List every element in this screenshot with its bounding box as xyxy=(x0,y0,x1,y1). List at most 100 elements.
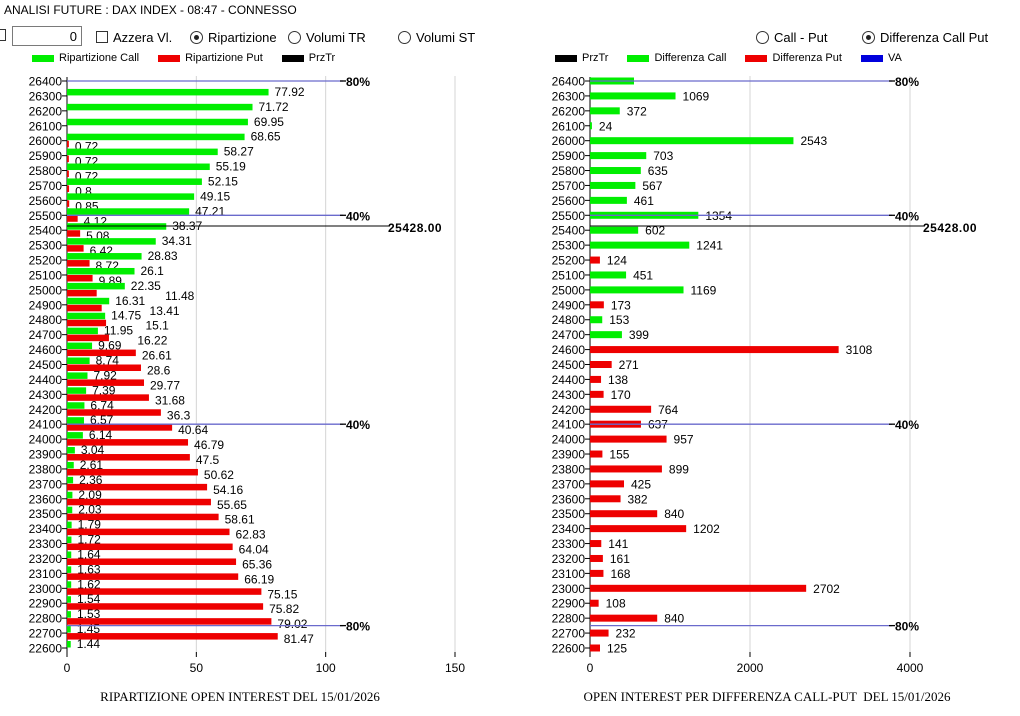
radio-ripartizione[interactable]: Ripartizione xyxy=(190,29,277,45)
right-chart-title: OPEN INTEREST PER DIFFERENZA CALL-PUT DE… xyxy=(583,689,951,704)
number-input[interactable] xyxy=(12,26,82,46)
bar-put xyxy=(67,379,145,386)
bar-value-label-put: 66.19 xyxy=(244,572,274,586)
bar-put xyxy=(590,525,687,533)
bar-put xyxy=(590,346,839,354)
bar-put xyxy=(590,465,662,473)
y-tick-label: 23400 xyxy=(552,522,586,536)
y-tick-label: 24200 xyxy=(552,403,586,417)
bar-value-label-call: 8.74 xyxy=(96,354,120,368)
y-tick-label: 25600 xyxy=(29,194,63,208)
bar-call xyxy=(590,316,603,324)
bar-call xyxy=(590,226,639,234)
y-tick-label: 23000 xyxy=(552,582,586,596)
bar-value-label-put: 75.82 xyxy=(269,602,299,616)
bar-put xyxy=(67,364,141,371)
bar-call xyxy=(67,253,142,260)
bar-value-label-call: 1.44 xyxy=(77,637,101,651)
bar-put xyxy=(67,274,93,282)
bar-value-label-put: 11.48 xyxy=(165,289,194,303)
y-tick-label: 25900 xyxy=(29,149,63,163)
window-title: ANALISI FUTURE : DAX INDEX - 08:47 - CON… xyxy=(4,3,297,17)
radio-button[interactable] xyxy=(288,30,301,44)
bar-value-label: 138 xyxy=(608,373,628,387)
y-tick-label: 24200 xyxy=(29,403,63,417)
bar-value-label: 399 xyxy=(629,328,649,342)
bar-put xyxy=(67,170,69,178)
bar-value-label-call: 49.15 xyxy=(200,189,230,203)
y-tick-label: 23900 xyxy=(29,448,63,462)
y-tick-label: 25200 xyxy=(29,254,63,268)
bar-value-label: 2702 xyxy=(813,582,840,596)
legend-label: PrzTr xyxy=(582,52,609,64)
level-label: 80% xyxy=(895,620,919,634)
bar-value-label: 425 xyxy=(631,477,651,491)
bar-put xyxy=(590,510,658,518)
legend-swatch-przTr xyxy=(281,54,304,62)
y-tick-label: 26000 xyxy=(29,134,63,148)
radio-button[interactable] xyxy=(756,30,769,44)
legend-swatch-call xyxy=(627,54,650,62)
y-tick-label: 25400 xyxy=(29,224,63,238)
bar-value-label-put: 16.22 xyxy=(137,334,167,348)
bar-put xyxy=(67,573,239,580)
y-tick-label: 25200 xyxy=(552,254,586,268)
bar-call xyxy=(67,133,245,141)
bar-put xyxy=(67,603,264,610)
bar-call xyxy=(67,491,73,499)
bar-call xyxy=(67,342,93,350)
bar-call xyxy=(67,148,218,156)
bar-value-label: 141 xyxy=(608,537,628,551)
bar-put xyxy=(590,540,602,548)
y-tick-label: 26400 xyxy=(29,75,63,89)
bar-value-label-put: 50.62 xyxy=(204,468,234,482)
checkbox-box[interactable] xyxy=(96,31,108,43)
y-tick-label: 23900 xyxy=(552,448,586,462)
bar-value-label-call: 1.63 xyxy=(77,562,101,576)
bar-value-label: 170 xyxy=(611,388,631,402)
bar-value-label: 1202 xyxy=(693,522,720,536)
y-tick-label: 22700 xyxy=(552,627,586,641)
bar-call xyxy=(67,178,202,185)
x-tick-label: 4000 xyxy=(897,661,924,675)
bar-value-label-call: 1.64 xyxy=(77,547,101,561)
legend-right: PrzTr Differenza Call Differenza Put VA xyxy=(555,52,902,64)
y-tick-label: 22600 xyxy=(552,642,586,656)
radio-button[interactable] xyxy=(398,30,411,44)
bar-value-label-call: 77.92 xyxy=(275,85,305,99)
y-tick-label: 22900 xyxy=(29,597,63,611)
legend-swatch-call xyxy=(32,54,54,62)
bar-put xyxy=(67,334,109,342)
bar-put xyxy=(590,629,609,637)
bar-put xyxy=(67,618,272,625)
checkbox-partial[interactable] xyxy=(0,29,6,41)
bar-value-label: 899 xyxy=(669,462,689,476)
radio-label: Call - Put xyxy=(774,29,828,45)
bar-value-label: 153 xyxy=(609,313,629,327)
y-tick-label: 22800 xyxy=(552,612,586,626)
bar-value-label: 1069 xyxy=(683,89,710,103)
legend-swatch-put xyxy=(745,54,768,62)
y-tick-label: 25100 xyxy=(552,268,586,282)
legend-swatch-put xyxy=(158,54,181,62)
bar-value-label: 372 xyxy=(627,104,647,118)
y-tick-label: 25700 xyxy=(552,179,586,193)
bar-put xyxy=(67,424,173,431)
radio-button[interactable] xyxy=(190,30,203,44)
radio-call-put[interactable]: Call - Put xyxy=(756,29,827,45)
azzera-checkbox[interactable]: Azzera Vl. xyxy=(96,29,172,45)
bar-put xyxy=(67,394,149,401)
y-tick-label: 24500 xyxy=(552,358,586,372)
bar-value-label-call: 6.14 xyxy=(89,428,113,442)
radio-volumi-st[interactable]: Volumi ST xyxy=(398,29,475,45)
bar-value-label-call: 2.61 xyxy=(80,458,104,472)
radio-button[interactable] xyxy=(862,30,875,44)
y-tick-label: 26000 xyxy=(552,134,586,148)
bar-value-label: 635 xyxy=(648,164,668,178)
y-tick-label: 23400 xyxy=(29,522,63,536)
bar-value-label: 232 xyxy=(616,627,636,641)
radio-differenza-call-put[interactable]: Differenza Call Put xyxy=(862,29,988,45)
bar-value-label: 173 xyxy=(611,298,631,312)
radio-volumi-tr[interactable]: Volumi TR xyxy=(288,29,366,45)
bar-value-label: 161 xyxy=(610,552,630,566)
